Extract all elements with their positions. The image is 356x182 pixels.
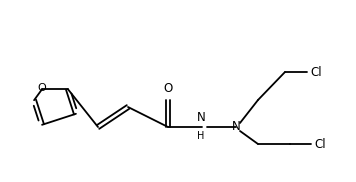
Text: Cl: Cl <box>310 66 321 78</box>
Text: O: O <box>163 82 173 95</box>
Text: N: N <box>232 120 240 134</box>
Text: O: O <box>38 83 46 93</box>
Text: Cl: Cl <box>314 137 326 151</box>
Text: N: N <box>197 111 205 124</box>
Text: H: H <box>197 131 205 141</box>
